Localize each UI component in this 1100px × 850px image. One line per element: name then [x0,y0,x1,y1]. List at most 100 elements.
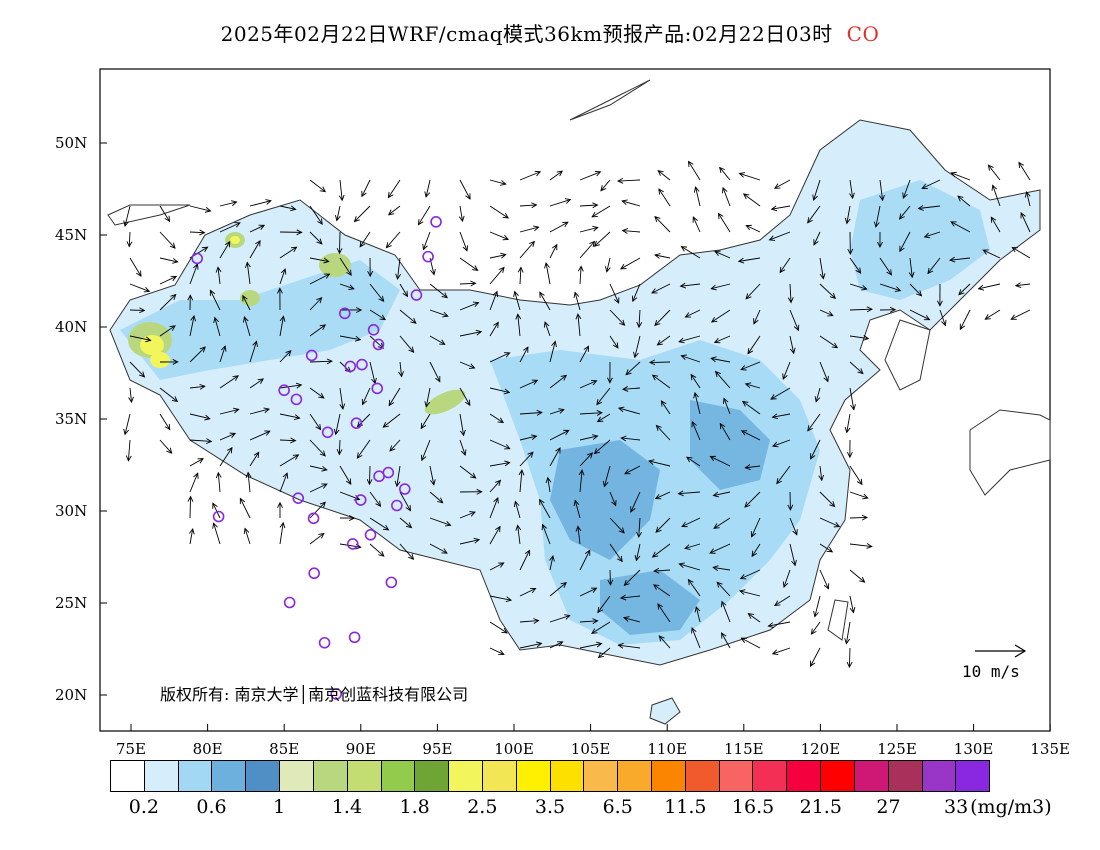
wind-arrowhead [170,275,178,282]
wind-arrowhead [590,380,598,386]
wind-vector [519,241,535,259]
wind-vector [988,164,1001,181]
wind-scale-arrowhead [1014,644,1027,658]
wind-arrowhead [658,188,664,195]
wind-vector [489,621,508,634]
wind-arrowhead [476,488,483,495]
wind-arrowhead [861,284,868,291]
wind-vector [652,374,671,389]
city-station-marker [422,250,434,263]
wind-vector [279,522,284,545]
wind-arrowhead [619,594,627,601]
wind-arrowhead [684,312,692,318]
wind-vector [990,216,1001,233]
wind-vector [279,413,300,419]
wind-vector [710,456,731,467]
wind-arrowhead [927,267,934,275]
wind-arrowhead [164,215,171,223]
wind-arrowhead [442,311,449,318]
wind-vector [609,309,625,326]
wind-arrowhead [679,282,686,289]
wind-arrowhead [528,240,535,248]
wind-vector [489,387,510,393]
wind-arrowhead [226,446,233,454]
wind-arrowhead [680,246,688,252]
legend-swatch [347,761,382,791]
wind-arrowhead [691,627,697,634]
wind-vector [489,462,510,467]
wind-vector [519,267,522,285]
legend-labels: 0.2 0.6 1 1.4 1.8 2.5 3.5 6.5 11.5 16.5 21.5 27 33 (m… [0,796,1100,820]
wind-arrowhead [518,469,525,476]
wind-arrowhead [923,314,931,321]
wind-arrowhead [654,319,661,327]
wind-vector [1018,162,1031,181]
co-zone-west [120,260,400,380]
wind-vector [517,314,521,337]
wind-vector [751,543,761,557]
wind-vector [597,595,611,613]
wind-arrowhead [294,414,301,420]
wind-vector [386,231,401,248]
wind-vector [577,526,581,545]
legend-swatch [550,761,585,791]
lon-tick-label: 110E [647,740,687,758]
wind-arrowhead [648,359,656,366]
wind-arrowhead [692,216,698,223]
legend-swatch [719,761,754,791]
wind-arrowhead [847,248,854,255]
wind-arrowhead [535,641,543,648]
wind-vector [127,439,131,461]
wind-vector [819,569,829,589]
wind-arrowhead [818,474,825,482]
wind-vector [279,246,297,259]
wind-arrowhead [691,420,697,428]
wind-arrowhead [812,194,818,202]
wind-vector [388,205,401,216]
wind-arrowhead [597,606,604,614]
wind-arrowhead [859,576,866,583]
wind-arrowhead [607,377,613,384]
wind-arrowhead [829,292,837,299]
wind-arrowhead [408,553,415,561]
wind-vector [579,241,595,259]
wind-vector [768,621,791,627]
wind-vector [579,550,591,571]
wind-vector [249,224,265,233]
wind-arrowhead [807,217,813,224]
wind-vector [459,511,476,519]
wind-arrowhead [378,295,385,303]
wind-arrowhead [504,352,511,358]
wind-vector [813,179,821,201]
wind-arrowhead [408,346,415,353]
wind-vector [774,179,791,189]
wind-vector [681,355,701,363]
wind-vector [638,517,641,538]
wind-arrowhead [441,548,448,554]
wind-vector [819,465,823,481]
wind-arrowhead [430,269,436,276]
wind-vector [514,291,521,311]
wind-arrowhead [244,261,251,268]
wind-arrowhead [560,374,568,381]
wind-arrowhead [593,448,600,455]
wind-vector [654,569,671,572]
wind-arrowhead [171,396,179,403]
lon-tick-label: 120E [801,740,841,758]
wind-vector [214,317,221,337]
wind-arrowhead [290,246,298,253]
wind-vector [279,439,296,442]
wind-arrowhead [205,207,212,213]
wind-arrowhead [657,603,663,610]
wind-vector [950,221,971,233]
wind-vector [849,543,872,548]
wind-vector [657,170,671,181]
wind-arrowhead [823,375,829,383]
legend-swatch [888,761,923,791]
wind-vector [815,387,821,402]
wind-vector [654,309,671,326]
wind-arrowhead [573,499,580,507]
wind-arrowhead [366,478,373,486]
wind-arrowhead [169,242,176,249]
wind-arrowhead [782,373,788,380]
